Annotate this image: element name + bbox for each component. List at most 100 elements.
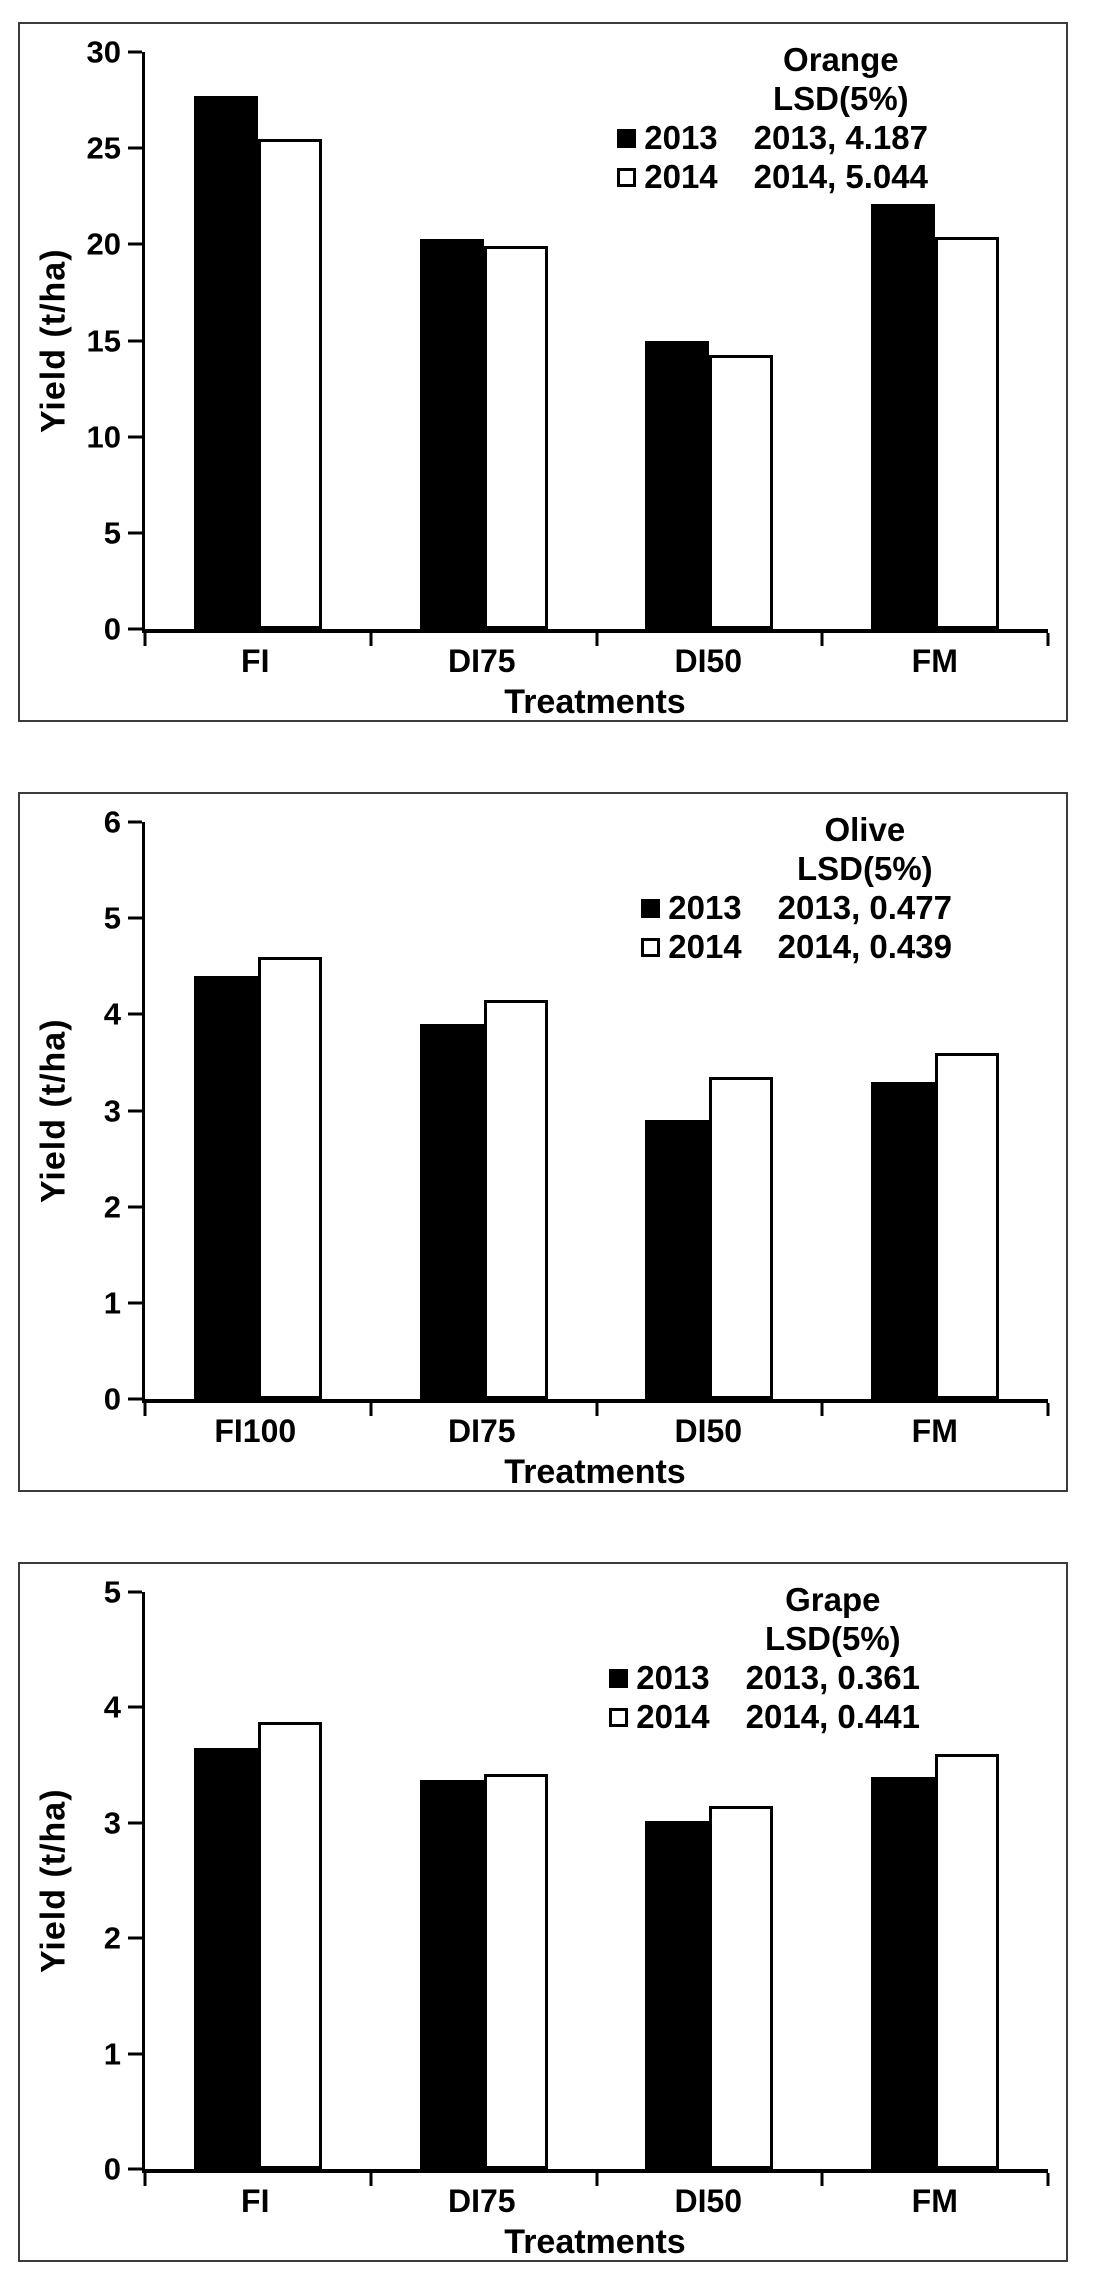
category-label-di50: DI50 — [674, 2183, 743, 2219]
legend-item-2013: 2013 — [617, 119, 718, 156]
x-tick — [1046, 633, 1050, 646]
y-tick-label: 5 — [103, 1574, 121, 1610]
x-tick — [143, 2173, 147, 2186]
chart-title: Orange — [783, 41, 899, 78]
legend-swatch-open-icon — [617, 167, 637, 187]
legend-label: 2013 — [668, 889, 742, 926]
legend-swatch-filled-icon — [609, 1668, 629, 1688]
x-axis-title: Treatments — [504, 2223, 686, 2261]
bar-2014-fi100 — [257, 956, 322, 1399]
y-tick — [128, 820, 142, 824]
bar-2013-fi — [193, 96, 258, 629]
y-tick-label: 3 — [103, 1805, 121, 1841]
lsd-value: 2013, 0.477 — [777, 889, 952, 926]
lsd-heading: LSD(5%) — [796, 850, 933, 887]
bar-2013-fm — [871, 1776, 936, 2169]
bar-2013-fm — [871, 1081, 936, 1399]
bar-2014-di75 — [483, 1774, 548, 2169]
x-tick — [369, 1403, 373, 1416]
x-tick — [820, 1403, 824, 1416]
x-tick — [595, 1403, 598, 1416]
legend-label: 2014 — [636, 1698, 710, 1735]
y-axis-title: Yield (t/ha) — [34, 1788, 73, 1973]
legend-spacer — [641, 851, 741, 887]
legend-spacer — [617, 42, 717, 78]
category-axis-labels: FI DI75 DI50 FM — [142, 644, 1048, 678]
y-tick — [128, 1705, 142, 1709]
category-group-fi — [145, 52, 371, 629]
legend-label: 2013 — [644, 119, 718, 156]
legend-spacer — [641, 812, 741, 848]
x-tick — [1046, 2173, 1050, 2186]
y-tick-label: 3 — [103, 1093, 121, 1128]
y-tick — [128, 242, 142, 246]
category-group-di50 — [597, 822, 823, 1399]
x-tick — [143, 1403, 147, 1416]
y-tick-label: 10 — [86, 419, 121, 455]
y-tick-label: 5 — [103, 515, 121, 551]
category-group-di75 — [371, 52, 597, 629]
x-tick — [595, 633, 598, 646]
category-group-fm — [822, 1592, 1048, 2169]
chart-title: Grape — [785, 1581, 881, 1618]
category-label-di50: DI50 — [674, 643, 743, 679]
bar-2013-fi100 — [193, 975, 258, 1399]
y-tick-label: 15 — [86, 323, 121, 358]
legend-spacer — [609, 1582, 709, 1618]
bar-2014-di50 — [709, 1076, 774, 1399]
bar-2014-fm — [935, 236, 1000, 629]
lsd-value: 2014, 5.044 — [753, 158, 928, 195]
y-tick — [128, 1301, 142, 1305]
bar-2013-fi — [193, 1747, 258, 2169]
bar-2014-fi — [257, 1722, 322, 2169]
y-tick — [128, 1205, 142, 1209]
bars-region — [145, 1592, 1048, 2169]
category-axis-labels: FI100 DI75 DI50 FM — [142, 1414, 1048, 1448]
legend-item-2013: 2013 — [641, 889, 742, 926]
x-tick — [820, 633, 824, 646]
category-group-fm — [822, 822, 1048, 1399]
y-tick — [128, 146, 142, 150]
bar-2013-di75 — [419, 1023, 484, 1399]
bar-2013-di50 — [645, 1120, 710, 1399]
plot-area: 0 5 10 15 20 25 30 — [87, 37, 1050, 646]
y-tick — [128, 1936, 142, 1940]
y-tick-label: 0 — [103, 2151, 121, 2187]
x-axis-title: Treatments — [504, 683, 686, 721]
y-tick-label: 0 — [103, 1381, 121, 1417]
y-tick-label: 6 — [103, 804, 121, 840]
y-tick-label: 25 — [86, 130, 121, 166]
category-label-fm: FM — [911, 1413, 958, 1449]
y-tick — [128, 2167, 142, 2171]
bar-2014-fm — [935, 1052, 1000, 1399]
category-label-di75: DI75 — [447, 1413, 516, 1449]
chart-panel-orange: Yield (t/ha) 0 5 10 15 20 25 30 FI DI75 DI50 FM Trea… — [18, 22, 1068, 722]
bars-region — [145, 822, 1048, 1399]
x-tick — [1046, 1403, 1050, 1416]
y-tick — [128, 627, 142, 631]
legend-spacer — [617, 81, 717, 117]
legend-lsd-block: Orange LSD(5%) 2013 2013, 4.187 2014 2014, 5.… — [617, 42, 928, 195]
bar-2014-di75 — [483, 246, 548, 629]
y-tick — [128, 435, 142, 439]
bar-2013-fm — [871, 203, 936, 629]
category-group-di50 — [597, 1592, 823, 2169]
legend-item-2014: 2014 — [617, 159, 718, 195]
x-tick — [369, 633, 373, 646]
y-tick-label: 4 — [103, 996, 121, 1032]
chart-panel-olive: Yield (t/ha) 0 1 2 3 4 5 6 FI100 DI75 DI50 FM Treatm… — [18, 792, 1068, 1492]
legend-item-2014: 2014 — [609, 1698, 710, 1735]
y-tick — [128, 1590, 142, 1594]
legend-label: 2013 — [636, 1659, 710, 1696]
category-label-di75: DI75 — [447, 643, 516, 679]
bar-2014-di50 — [709, 354, 774, 629]
y-tick-label: 4 — [103, 1689, 121, 1725]
lsd-heading: LSD(5%) — [764, 1620, 901, 1657]
bar-2014-fm — [935, 1753, 1000, 2169]
lsd-value: 2013, 0.361 — [745, 1659, 920, 1696]
chart-title: Olive — [824, 811, 906, 848]
category-label-fi: FI — [241, 643, 270, 679]
lsd-value: 2014, 0.439 — [777, 928, 952, 965]
category-label-di75: DI75 — [447, 2183, 516, 2219]
bars-region — [145, 52, 1048, 629]
